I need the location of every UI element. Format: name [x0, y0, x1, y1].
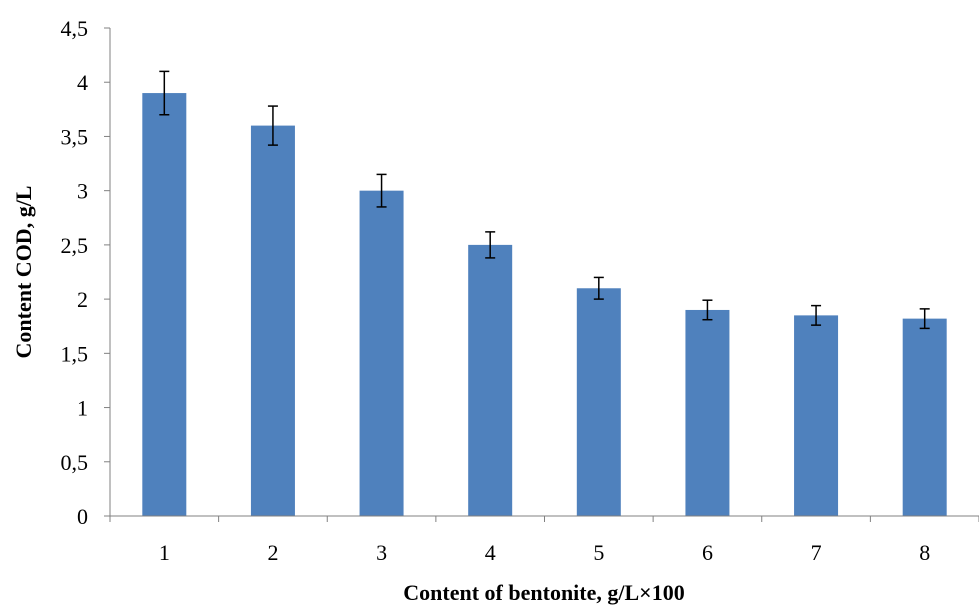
x-tick-label: 7 [811, 540, 822, 565]
y-tick-label: 3 [77, 179, 88, 204]
y-tick-label: 1 [77, 396, 88, 421]
y-tick-label: 4 [77, 70, 88, 95]
bars [142, 93, 947, 517]
error-bars [159, 70, 930, 330]
x-tick-label: 2 [267, 540, 278, 565]
axes [109, 28, 979, 517]
y-tick-label: 0,5 [61, 450, 89, 475]
y-tick-label: 2 [77, 287, 88, 312]
x-tick-label: 3 [376, 540, 387, 565]
x-axis-title: Content of bentonite, g/L×100 [403, 580, 684, 605]
x-tick-label: 5 [593, 540, 604, 565]
y-tick-label: 4,5 [61, 16, 89, 41]
y-tick-label: 3,5 [61, 124, 89, 149]
y-axis-ticks: 0 0,5 1 1,5 2 2,5 3 3,5 4 4,5 [61, 16, 110, 529]
bar [794, 315, 839, 516]
y-tick-label: 0 [77, 504, 88, 529]
bar [468, 244, 513, 516]
bar [902, 318, 947, 516]
error-bar [919, 308, 930, 330]
error-bar [159, 70, 170, 116]
error-bar [593, 276, 604, 300]
bar [250, 125, 295, 516]
bar [359, 190, 404, 516]
error-bar [485, 231, 496, 259]
x-tick-label: 6 [702, 540, 713, 565]
y-tick-label: 1,5 [61, 341, 89, 366]
bar [142, 93, 187, 517]
error-bar [267, 105, 278, 146]
bar [576, 288, 621, 516]
error-bar [702, 299, 713, 321]
x-tick-label: 4 [485, 540, 496, 565]
x-axis-ticks: 1 2 3 4 5 6 7 8 [109, 516, 979, 565]
bar [685, 309, 730, 516]
y-axis-title: Content COD, g/L [11, 186, 36, 359]
x-tick-label: 1 [159, 540, 170, 565]
x-tick-label: 8 [919, 540, 930, 565]
error-bar [811, 304, 822, 326]
y-tick-label: 2,5 [61, 233, 89, 258]
error-bar [376, 173, 387, 208]
